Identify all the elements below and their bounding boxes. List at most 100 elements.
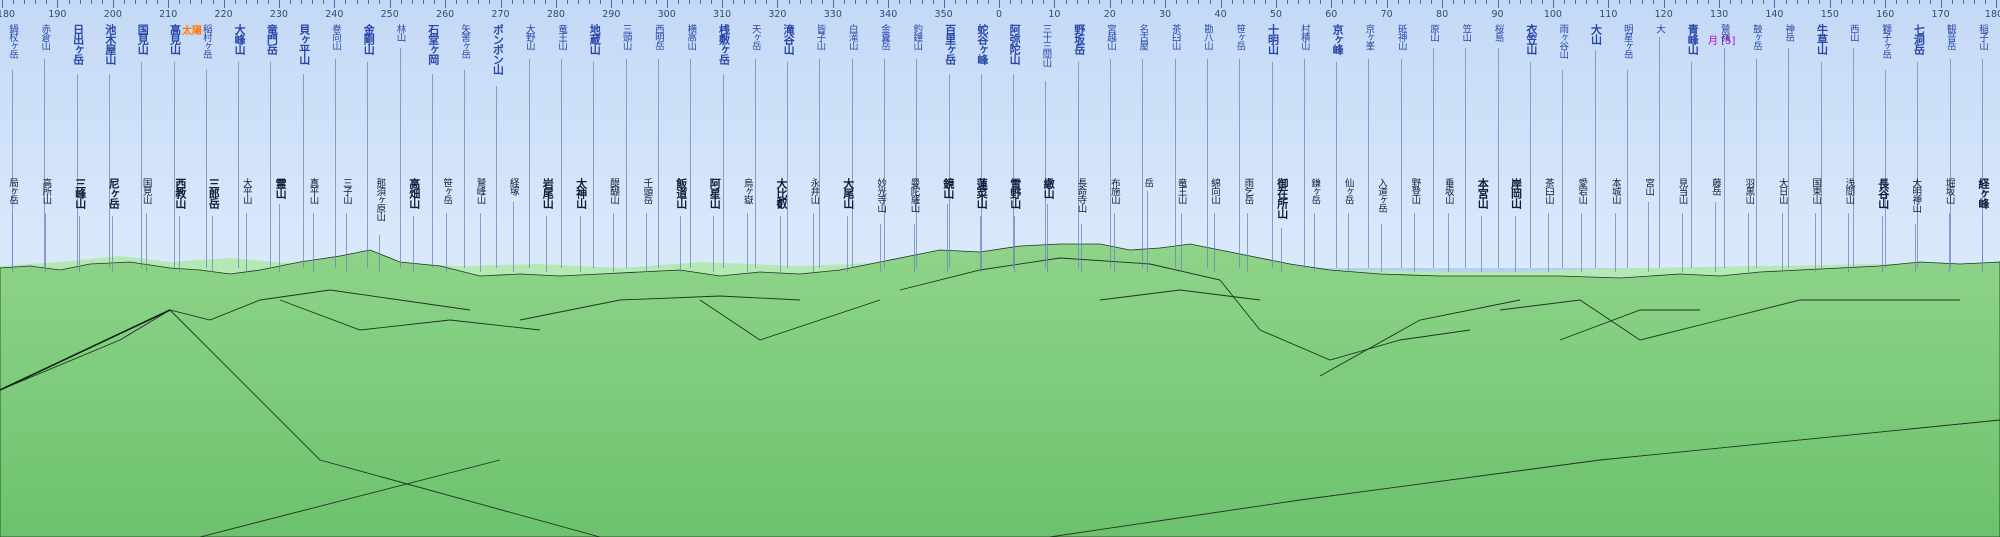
far-peak-label[interactable]: 雨ヶ谷山 xyxy=(1557,24,1569,58)
near-peak-label[interactable]: 見当山 xyxy=(1676,178,1688,204)
far-peak-label[interactable]: 竜王山 xyxy=(556,24,567,50)
far-peak-label[interactable]: 阿弥陀山 xyxy=(1008,24,1022,64)
near-peak-label[interactable]: 那須ヶ原山 xyxy=(374,178,386,221)
far-peak-label[interactable]: 高見山 xyxy=(168,24,182,54)
far-peak-label[interactable]: 京ヶ峰 xyxy=(1331,24,1345,54)
near-peak-label[interactable]: 大平山 xyxy=(240,178,252,204)
near-peak-label[interactable]: 竜王山 xyxy=(1175,178,1187,204)
far-peak-label[interactable]: 砥神山 xyxy=(1395,24,1407,50)
far-peak-label[interactable]: 竜門岳 xyxy=(265,24,279,54)
near-peak-label[interactable]: 三郎岳 xyxy=(207,178,221,208)
far-peak-label[interactable]: 百里ヶ岳 xyxy=(943,24,957,64)
near-peak-label[interactable]: 長谷山 xyxy=(1876,178,1890,208)
near-peak-label[interactable]: 雪野山 xyxy=(1008,178,1022,208)
near-peak-label[interactable]: 繖山 xyxy=(1042,178,1056,198)
near-peak-label[interactable]: 烏ヶ嶽 xyxy=(741,178,753,204)
far-peak-label[interactable]: 明星ヶ岳 xyxy=(1621,24,1633,58)
far-peak-label[interactable]: 大 xyxy=(1654,24,1665,33)
far-peak-label[interactable]: 林山 xyxy=(394,24,406,41)
far-peak-label[interactable]: 稲村ヶ岳 xyxy=(200,24,212,58)
far-peak-label[interactable]: 釣鐘山 xyxy=(911,24,923,50)
near-peak-label[interactable]: 笹ヶ岳 xyxy=(441,178,453,204)
far-peak-label[interactable]: 七洞岳 xyxy=(1912,24,1926,54)
near-peak-label[interactable]: 曼陀羅山 xyxy=(908,178,920,212)
near-peak-label[interactable]: 藤岳 xyxy=(1709,178,1721,195)
far-peak-label[interactable]: 青峰山 xyxy=(1686,24,1700,54)
near-peak-label[interactable]: 入道ヶ岳 xyxy=(1376,178,1387,212)
near-peak-label[interactable]: 岸岡山 xyxy=(1509,178,1523,208)
far-peak-label[interactable]: 滝谷山 xyxy=(782,24,796,54)
far-peak-label[interactable]: 京ヶ峯 xyxy=(1363,24,1375,50)
far-peak-label[interactable]: 野坂岳 xyxy=(1072,24,1086,54)
near-peak-label[interactable]: 垂坂山 xyxy=(1442,178,1454,204)
far-peak-label[interactable]: 西山 xyxy=(1847,24,1859,41)
far-peak-label[interactable]: 笹ヶ岳 xyxy=(1234,24,1246,50)
far-peak-label[interactable]: 天ヶ岳 xyxy=(749,24,761,50)
far-peak-label[interactable]: 稲子山 xyxy=(1977,24,1988,50)
near-peak-label[interactable]: 飯道山 xyxy=(674,178,688,208)
far-peak-label[interactable]: 三頭山 xyxy=(620,24,632,50)
near-peak-label[interactable]: 蓮菜山 xyxy=(975,178,989,208)
far-peak-label[interactable]: 横高山 xyxy=(685,24,697,50)
far-peak-label[interactable]: 大野山 xyxy=(523,24,535,50)
near-peak-label[interactable]: 真平山 xyxy=(307,178,319,204)
far-peak-label[interactable]: 国見山 xyxy=(136,24,150,54)
near-peak-label[interactable]: 綿向山 xyxy=(1209,178,1220,204)
far-peak-label[interactable]: 池木屋山 xyxy=(103,24,117,64)
far-peak-label[interactable]: 獅子ヶ岳 xyxy=(1880,24,1892,58)
far-peak-label[interactable]: 巻向山 xyxy=(330,24,341,50)
far-peak-label[interactable]: 大山 xyxy=(1589,24,1603,44)
far-peak-label[interactable]: 赤倉山 xyxy=(39,24,51,50)
near-peak-label[interactable]: 堀坂山 xyxy=(1943,178,1955,204)
near-peak-label[interactable]: 大尾山 xyxy=(841,178,855,208)
far-peak-label[interactable]: 観音岳 xyxy=(1944,24,1956,50)
near-peak-label[interactable]: 長命寺山 xyxy=(1075,178,1087,212)
far-peak-label[interactable]: 白滝山 xyxy=(846,24,858,50)
far-peak-label[interactable]: 皆子山 xyxy=(814,24,826,50)
near-peak-label[interactable]: 岩尾山 xyxy=(541,178,555,208)
far-peak-label[interactable]: 日出ヶ岳 xyxy=(71,24,85,64)
near-peak-label[interactable]: 三峰山 xyxy=(73,178,87,208)
far-peak-label[interactable]: 勘八山 xyxy=(1201,24,1213,50)
near-peak-label[interactable]: 大比叡 xyxy=(775,178,788,208)
far-peak-label[interactable]: 宮越山 xyxy=(1105,24,1116,50)
far-peak-label[interactable]: 桜島 xyxy=(1492,24,1504,41)
far-peak-label[interactable]: 地蔵山 xyxy=(588,24,602,54)
near-peak-label[interactable]: 浅間山 xyxy=(1843,178,1855,204)
far-peak-label[interactable]: 桟敷ヶ岳 xyxy=(717,24,731,64)
far-peak-label[interactable]: 村積山 xyxy=(1298,24,1310,50)
near-peak-label[interactable]: 鎌ヶ岳 xyxy=(1309,178,1321,204)
near-peak-label[interactable]: 大日山 xyxy=(1776,178,1788,204)
near-peak-label[interactable]: 愛宕山 xyxy=(1576,178,1588,204)
far-peak-label[interactable]: ポンポン山 xyxy=(491,24,505,74)
near-peak-label[interactable]: 妙光寺山 xyxy=(875,178,887,212)
near-peak-label[interactable]: 大明神山 xyxy=(1910,178,1922,212)
far-peak-label[interactable]: 神岳 xyxy=(1783,24,1795,41)
near-peak-label[interactable]: 本宮山 xyxy=(1476,178,1490,208)
near-peak-label[interactable]: 本城山 xyxy=(1609,178,1621,204)
near-peak-label[interactable]: 尼ヶ岳 xyxy=(107,178,121,208)
near-peak-label[interactable]: 永井山 xyxy=(808,178,820,204)
far-peak-label[interactable]: 十明山 xyxy=(1266,24,1280,54)
near-peak-label[interactable]: 野登山 xyxy=(1409,178,1421,204)
near-peak-label[interactable]: 千頭岳 xyxy=(641,178,653,204)
near-peak-label[interactable]: 茶臼山 xyxy=(1542,178,1554,204)
far-peak-label[interactable]: 原山 xyxy=(1428,24,1439,41)
near-peak-label[interactable]: 経ヶ峰 xyxy=(1977,178,1990,208)
far-peak-label[interactable]: 矢筈ヶ岳 xyxy=(459,24,471,58)
near-peak-label[interactable]: 太神山 xyxy=(574,178,588,208)
near-peak-label[interactable]: 高畑山 xyxy=(407,178,421,208)
near-peak-label[interactable]: 御在所山 xyxy=(1275,178,1289,218)
far-peak-label[interactable]: 名古屋 xyxy=(1137,24,1149,50)
far-peak-label[interactable]: 蛇谷ヶ峰 xyxy=(975,24,989,64)
far-peak-label[interactable]: 衣笠山 xyxy=(1524,24,1538,54)
far-peak-label[interactable]: 茶臼山 xyxy=(1169,24,1181,50)
far-peak-label[interactable]: 金剛山 xyxy=(362,24,376,54)
far-peak-label[interactable]: 笠山 xyxy=(1460,24,1472,41)
near-peak-label[interactable]: 阿星山 xyxy=(708,178,722,208)
near-peak-label[interactable]: 西教山 xyxy=(173,178,187,208)
far-peak-label[interactable]: 鷲嶺 xyxy=(1718,24,1730,41)
near-peak-label[interactable]: 国束山 xyxy=(1810,178,1822,204)
near-peak-label[interactable]: 仙ヶ岳 xyxy=(1342,178,1354,204)
